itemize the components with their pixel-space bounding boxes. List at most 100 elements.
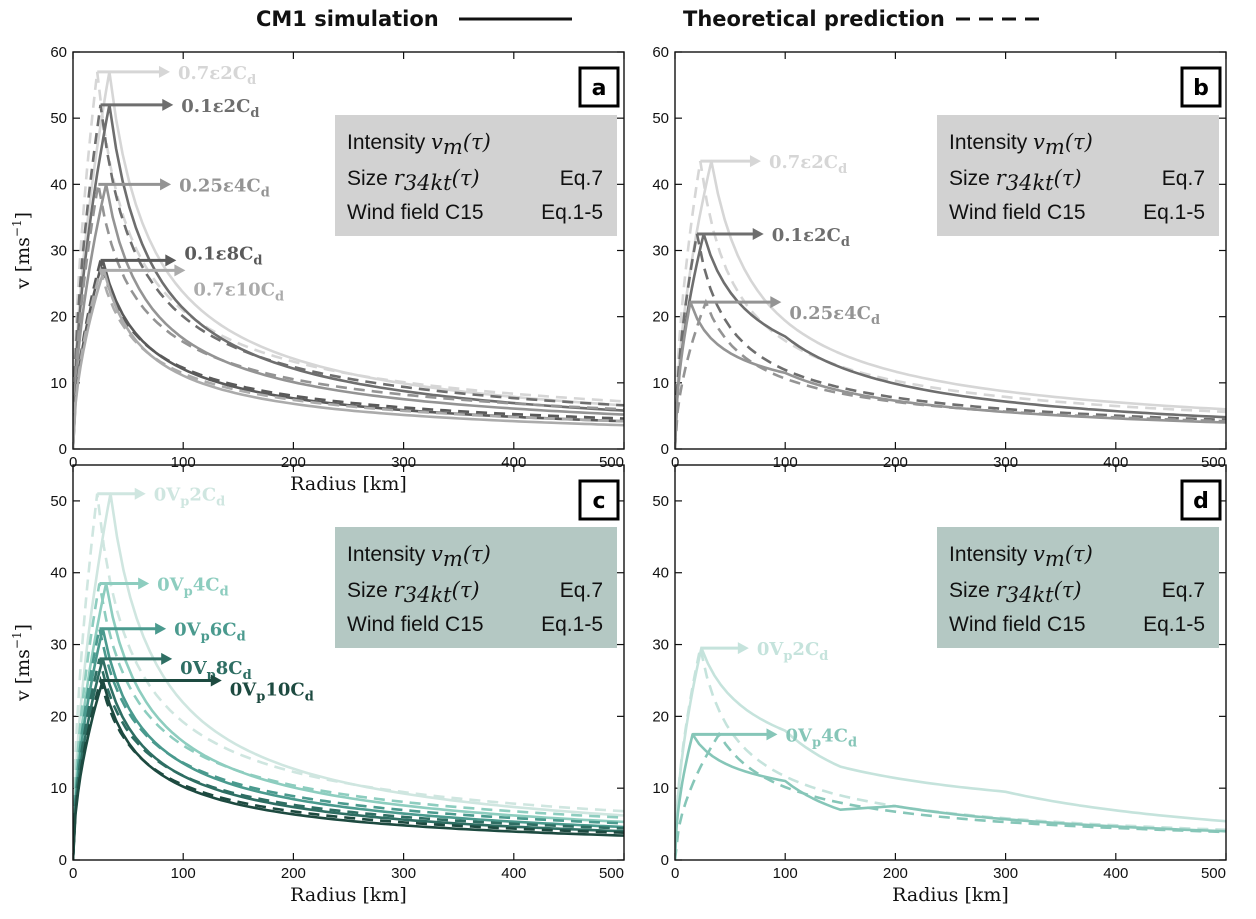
series-theory-4 xyxy=(73,675,624,860)
series-sim-2 xyxy=(675,300,1226,449)
label-arrowhead-2 xyxy=(770,296,782,309)
x-tick-label: 0 xyxy=(69,454,77,471)
label-arrowhead-0 xyxy=(158,65,170,78)
series-theory-3 xyxy=(73,255,624,449)
y-tick-label: 10 xyxy=(652,780,669,797)
series-sim-2 xyxy=(73,627,624,860)
series-theory-1 xyxy=(73,104,624,449)
series-lines xyxy=(73,492,624,860)
y-tick-label: 20 xyxy=(50,309,67,326)
info-box-windfield: Wind field C15 xyxy=(347,201,484,224)
series-lines xyxy=(675,159,1226,449)
series-lines xyxy=(73,70,624,449)
series-theory-1 xyxy=(675,731,1226,860)
series-theory-0 xyxy=(73,71,624,449)
y-tick-label: 40 xyxy=(50,176,67,193)
y-tick-label: 0 xyxy=(661,441,669,458)
info-box-eq7: Eq.7 xyxy=(1162,579,1205,602)
info-box-windfield: Wind field C15 xyxy=(949,201,1086,224)
y-tick-label: 60 xyxy=(50,44,67,61)
info-box-eq15: Eq.1-5 xyxy=(1143,201,1205,224)
header-cm1: CM1 simulation xyxy=(256,7,439,31)
series-label-4: 0.7ε10Cd xyxy=(193,279,284,304)
plot-frame xyxy=(72,51,625,450)
x-axis-label: Radius [km] xyxy=(290,473,407,495)
x-tick-label: 300 xyxy=(993,865,1018,882)
y-tick-label: 50 xyxy=(50,110,67,127)
y-axis-label: v [ms−1] xyxy=(10,624,34,702)
x-tick-label: 0 xyxy=(671,865,679,882)
info-box-size: Size r34kt(τ) xyxy=(949,166,1082,195)
label-arrowhead-1 xyxy=(752,227,764,240)
series-sim-3 xyxy=(73,657,624,860)
x-tick-label: 300 xyxy=(993,454,1018,471)
info-box-windfield: Wind field C15 xyxy=(347,613,484,636)
panel-a: 0 10 20 30 40 50 60 0 100 200 300 400 500 Intensity v… xyxy=(10,44,625,495)
series-label-1: 0.1ε2Cd xyxy=(772,225,850,250)
panel-letter: a xyxy=(592,76,607,101)
info-box xyxy=(937,115,1219,236)
series-sim-0 xyxy=(675,646,1226,860)
series-label-4: 0Vp10Cd xyxy=(230,679,314,704)
series-theory-1 xyxy=(675,233,1226,449)
series-label-0: 0Vp2Cd xyxy=(154,485,226,510)
y-tick-label: 10 xyxy=(50,780,67,797)
x-tick-label: 100 xyxy=(773,865,798,882)
x-axis-label: Radius [km] xyxy=(290,884,407,906)
label-arrowhead-0 xyxy=(134,487,146,500)
y-tick-label: 20 xyxy=(50,708,67,725)
series-sim-1 xyxy=(675,733,1226,860)
y-tick-label: 10 xyxy=(652,375,669,392)
x-tick-label: 100 xyxy=(171,865,196,882)
x-tick-label: 0 xyxy=(69,865,77,882)
y-tick-label: 30 xyxy=(652,243,669,260)
panel-letter: c xyxy=(592,489,605,514)
series-sim-1 xyxy=(675,232,1226,449)
x-tick-label: 400 xyxy=(501,454,526,471)
info-box-eq7: Eq.7 xyxy=(560,167,603,190)
info-box-intensity: Intensity vm(τ) xyxy=(949,542,1093,571)
x-tick-label: 500 xyxy=(599,454,624,471)
info-box xyxy=(335,115,617,236)
info-box-eq15: Eq.1-5 xyxy=(541,201,603,224)
series-label-2: 0.25ε4Cd xyxy=(179,175,270,200)
y-tick-label: 40 xyxy=(652,176,669,193)
y-tick-label: 10 xyxy=(50,375,67,392)
x-tick-label: 0 xyxy=(671,454,679,471)
x-tick-label: 200 xyxy=(281,865,306,882)
label-arrowhead-4 xyxy=(174,264,186,277)
panel-b: 0 10 20 30 40 50 60 0 100 200 300 400 500 Intensity v… xyxy=(652,44,1227,471)
plot-frame xyxy=(72,464,625,861)
y-axis-label: v [ms−1] xyxy=(10,212,34,290)
y-tick-label: 50 xyxy=(652,493,669,510)
label-arrowhead-2 xyxy=(160,178,172,191)
y-tick-label: 60 xyxy=(652,44,669,61)
info-box-eq15: Eq.1-5 xyxy=(1143,613,1205,636)
info-box xyxy=(335,527,617,648)
x-tick-label: 300 xyxy=(391,454,416,471)
series-label-2: 0.25ε4Cd xyxy=(789,303,880,328)
series-label-1: 0Vp4Cd xyxy=(785,725,857,750)
series-label-1: 0Vp4Cd xyxy=(157,575,229,600)
x-tick-label: 500 xyxy=(599,865,624,882)
y-tick-label: 0 xyxy=(661,852,669,869)
y-tick-label: 20 xyxy=(652,708,669,725)
series-theory-0 xyxy=(73,493,624,860)
series-theory-1 xyxy=(73,583,624,860)
info-box-windfield: Wind field C15 xyxy=(949,613,1086,636)
x-tick-label: 400 xyxy=(1103,865,1128,882)
label-arrowhead-3 xyxy=(161,652,173,665)
x-tick-label: 200 xyxy=(883,865,908,882)
x-tick-label: 300 xyxy=(391,865,416,882)
series-label-0: 0.7ε2Cd xyxy=(178,63,256,88)
series-lines xyxy=(675,646,1226,860)
info-box-intensity: Intensity vm(τ) xyxy=(347,130,491,159)
y-tick-label: 0 xyxy=(59,441,67,458)
panel-letter: b xyxy=(1193,76,1209,101)
label-arrowhead-0 xyxy=(749,155,761,168)
series-theory-2 xyxy=(73,184,624,449)
info-box-intensity: Intensity vm(τ) xyxy=(949,130,1093,159)
x-tick-label: 500 xyxy=(1201,865,1226,882)
header-theory: Theoretical prediction xyxy=(683,7,945,31)
